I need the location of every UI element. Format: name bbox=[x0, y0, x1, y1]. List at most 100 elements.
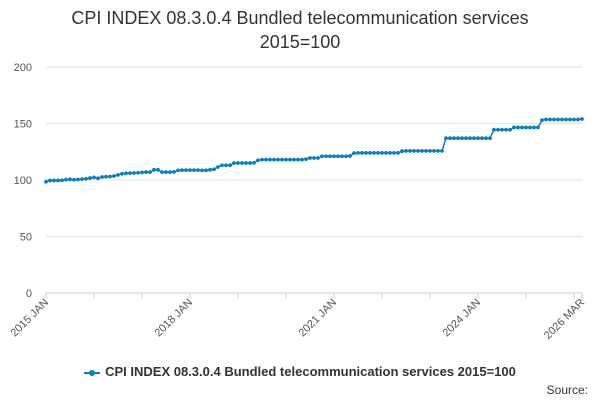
data-point bbox=[448, 136, 452, 141]
legend[interactable]: CPI INDEX 08.3.0.4 Bundled telecommunica… bbox=[0, 364, 600, 379]
data-point bbox=[84, 176, 88, 181]
data-point bbox=[548, 117, 552, 122]
data-point bbox=[224, 163, 228, 168]
data-point bbox=[100, 175, 104, 179]
data-point bbox=[496, 127, 500, 132]
data-point bbox=[528, 125, 532, 130]
data-point bbox=[200, 168, 204, 173]
data-point bbox=[384, 150, 388, 155]
source-label: Source: bbox=[546, 383, 588, 397]
data-point bbox=[432, 148, 436, 153]
data-point bbox=[164, 170, 168, 174]
data-point bbox=[284, 157, 288, 162]
data-point bbox=[428, 148, 432, 153]
data-point bbox=[364, 150, 368, 155]
data-point bbox=[344, 154, 348, 159]
chart-title: CPI INDEX 08.3.0.4 Bundled telecommunica… bbox=[0, 6, 600, 54]
data-point bbox=[180, 168, 184, 173]
data-point bbox=[540, 118, 544, 123]
data-point bbox=[568, 117, 572, 122]
data-point bbox=[260, 157, 264, 162]
data-point bbox=[460, 136, 464, 141]
y-tick-label: 200 bbox=[14, 62, 32, 74]
data-point bbox=[296, 157, 300, 162]
data-point bbox=[504, 127, 508, 132]
data-point bbox=[236, 161, 240, 165]
data-point bbox=[204, 168, 208, 173]
data-point bbox=[572, 117, 576, 122]
data-point bbox=[380, 150, 384, 155]
data-point bbox=[60, 178, 64, 183]
data-point bbox=[396, 150, 400, 155]
series-layer bbox=[44, 117, 584, 184]
data-point bbox=[124, 171, 128, 176]
data-point bbox=[120, 171, 124, 176]
data-point bbox=[276, 157, 280, 162]
gridlines bbox=[46, 66, 582, 237]
chart-title-line-2: 2015=100 bbox=[259, 32, 341, 52]
data-point bbox=[336, 154, 340, 159]
data-point bbox=[268, 157, 272, 162]
data-point bbox=[300, 157, 304, 162]
chart-title-line-1: CPI INDEX 08.3.0.4 Bundled telecommunica… bbox=[71, 8, 529, 28]
data-point bbox=[108, 174, 112, 179]
data-point bbox=[152, 167, 156, 172]
data-point bbox=[228, 163, 232, 168]
y-tick-label: 50 bbox=[20, 232, 32, 244]
data-point bbox=[252, 160, 256, 165]
data-point bbox=[280, 157, 284, 162]
data-point bbox=[184, 168, 188, 173]
data-point bbox=[524, 125, 528, 130]
data-point bbox=[76, 177, 80, 182]
data-point bbox=[388, 150, 392, 155]
data-point bbox=[256, 158, 260, 163]
data-point bbox=[348, 154, 352, 158]
data-point bbox=[88, 176, 92, 180]
x-tick-label: 2018 JAN bbox=[152, 297, 195, 340]
data-point bbox=[492, 127, 496, 132]
x-tick-label: 2024 JAN bbox=[440, 297, 483, 340]
data-point bbox=[52, 178, 56, 183]
data-point bbox=[72, 177, 76, 182]
data-point bbox=[44, 179, 48, 184]
data-point bbox=[440, 148, 444, 153]
data-point bbox=[552, 117, 556, 122]
data-point bbox=[316, 156, 320, 160]
data-point bbox=[536, 125, 540, 130]
data-point bbox=[452, 136, 456, 141]
data-point bbox=[68, 177, 72, 182]
data-point bbox=[408, 148, 412, 153]
x-tick-label: 2026 MAR bbox=[542, 297, 587, 342]
data-point bbox=[544, 117, 548, 122]
data-point bbox=[376, 150, 380, 155]
data-point bbox=[508, 127, 512, 132]
data-point bbox=[328, 154, 332, 159]
data-point bbox=[308, 156, 312, 160]
data-point bbox=[372, 150, 376, 155]
data-point bbox=[332, 154, 336, 159]
data-point bbox=[556, 117, 560, 122]
data-point bbox=[484, 136, 488, 141]
data-point bbox=[220, 163, 224, 168]
data-point bbox=[172, 169, 176, 174]
data-point bbox=[248, 161, 252, 165]
data-point bbox=[132, 171, 136, 175]
data-point bbox=[412, 148, 416, 153]
axes: 0 50 100 150 200 2015 JAN 2018 JAN 2021 JAN 2024… bbox=[8, 62, 587, 342]
data-point bbox=[320, 154, 324, 159]
data-point bbox=[456, 136, 460, 141]
data-point bbox=[212, 167, 216, 172]
data-point bbox=[500, 127, 504, 132]
data-point bbox=[168, 170, 172, 174]
data-point bbox=[272, 157, 276, 162]
data-point bbox=[288, 157, 292, 162]
data-point bbox=[468, 136, 472, 141]
data-point bbox=[360, 150, 364, 155]
data-point bbox=[352, 151, 356, 156]
data-point bbox=[324, 154, 328, 159]
x-tick-label: 2021 JAN bbox=[296, 297, 339, 340]
data-point bbox=[112, 174, 116, 178]
data-point bbox=[392, 150, 396, 155]
data-point bbox=[188, 168, 192, 173]
